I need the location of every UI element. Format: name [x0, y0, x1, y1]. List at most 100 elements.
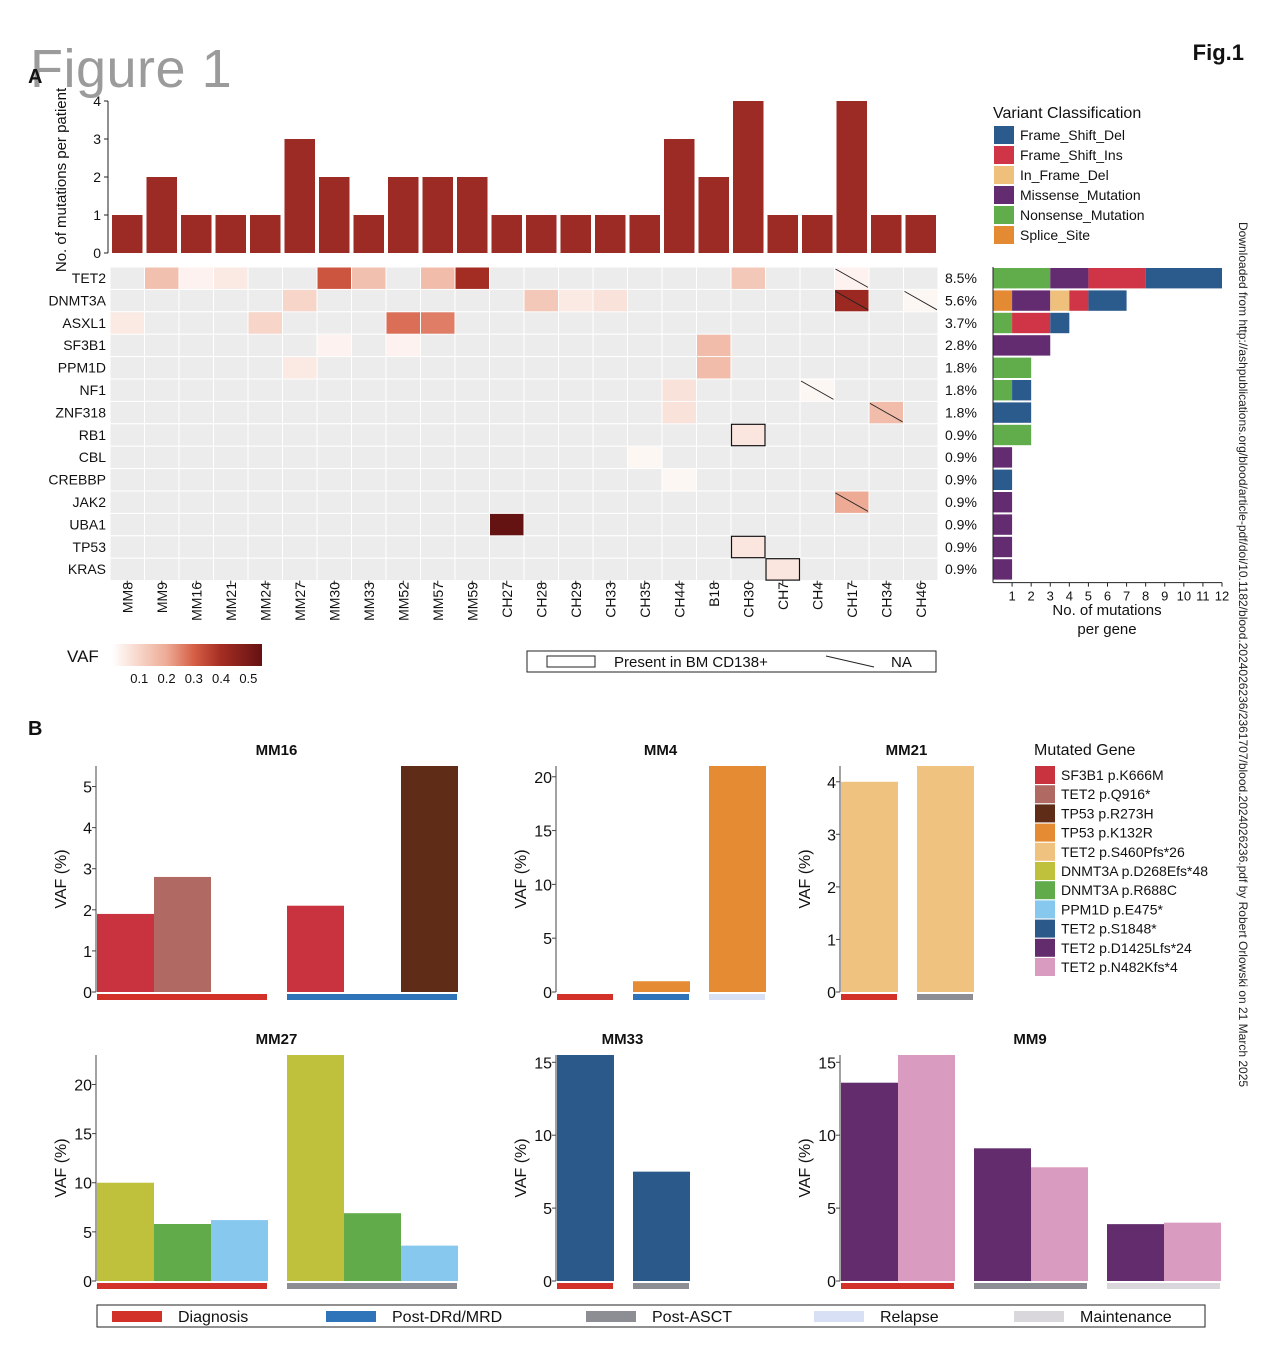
variant-legend-label: Splice_Site	[1020, 227, 1090, 243]
patient-mutation-bar	[595, 215, 626, 253]
heatmap-na-slash	[869, 403, 903, 423]
heatmap-empty-cell	[385, 378, 421, 402]
heatmap-empty-cell	[765, 311, 801, 335]
patient-label: MM33	[361, 582, 377, 621]
patient-mutation-bar	[284, 139, 315, 253]
heatmap-empty-cell	[558, 378, 594, 402]
gene-legend-swatch	[1035, 919, 1055, 938]
heatmap-empty-cell	[489, 266, 525, 290]
vaf-chart-title: MM21	[886, 742, 928, 759]
stage-bar	[974, 1283, 1087, 1289]
heatmap-empty-cell	[730, 311, 766, 335]
gene-bar-x-tick-label: 4	[1066, 589, 1073, 604]
heatmap-vaf-cell	[662, 401, 696, 424]
heatmap-empty-cell	[834, 535, 870, 559]
heatmap-empty-cell	[316, 512, 352, 537]
heatmap-empty-cell	[420, 557, 456, 582]
heatmap-empty-cell	[420, 400, 456, 425]
gene-percentage: 0.9%	[945, 539, 977, 555]
heatmap-empty-cell	[765, 400, 801, 425]
heatmap-empty-cell	[765, 535, 801, 559]
heatmap-empty-cell	[627, 535, 663, 559]
patient-label: CH7	[775, 582, 791, 610]
gene-legend-label: TET2 p.N482Kfs*4	[1061, 959, 1178, 975]
heatmap-empty-cell	[799, 445, 835, 470]
heatmap-vaf-cell	[559, 289, 593, 312]
heatmap-vaf-cell	[317, 267, 351, 289]
key-legend-present-label: Present in BM CD138+	[614, 654, 768, 671]
patient-label: CH34	[878, 582, 894, 618]
heatmap-empty-cell	[903, 468, 939, 492]
heatmap-empty-cell	[489, 288, 525, 313]
vaf-y-tick-label: 20	[534, 770, 552, 787]
heatmap-vaf-cell	[317, 334, 351, 357]
vaf-y-tick-label: 1	[827, 932, 836, 949]
vaf-bar	[841, 1082, 898, 1281]
heatmap-empty-cell	[282, 557, 318, 582]
heatmap-empty-cell	[799, 356, 835, 380]
patient-label: MM27	[292, 582, 308, 621]
vaf-bar	[898, 1055, 955, 1281]
heatmap-empty-cell	[489, 557, 525, 582]
heatmap-empty-cell	[178, 557, 214, 582]
heatmap-empty-cell	[592, 557, 628, 582]
heatmap-empty-cell	[420, 356, 456, 380]
vaf-bar	[1107, 1224, 1164, 1281]
heatmap-empty-cell	[109, 288, 145, 313]
heatmap-empty-cell	[351, 468, 387, 492]
heatmap-empty-cell	[834, 423, 870, 447]
heatmap-empty-cell	[834, 400, 870, 425]
vaf-y-tick-label: 0	[543, 1274, 552, 1291]
stage-bar	[97, 1283, 267, 1289]
heatmap-vaf-cell	[730, 423, 766, 447]
variant-legend-label: Frame_Shift_Ins	[1020, 147, 1123, 163]
vaf-y-tick-label: 0	[827, 985, 836, 1002]
heatmap-empty-cell	[661, 490, 697, 514]
gene-label: RB1	[79, 427, 106, 443]
patient-label: CH46	[913, 582, 929, 618]
heatmap-vaf-cell	[421, 312, 455, 334]
gene-label: UBA1	[69, 516, 106, 532]
heatmap-empty-cell	[868, 266, 904, 290]
heatmap-empty-cell	[144, 445, 180, 470]
heatmap-empty-cell	[523, 468, 559, 492]
heatmap-empty-cell	[351, 423, 387, 447]
heatmap-empty-cell	[109, 266, 145, 290]
heatmap-empty-cell	[523, 311, 559, 335]
heatmap-empty-cell	[420, 468, 456, 492]
heatmap-empty-cell	[247, 356, 283, 380]
gene-bar-x-tick-label: 7	[1123, 589, 1130, 604]
gene-legend-label: TET2 p.Q916*	[1061, 786, 1151, 802]
vaf-y-label: VAF (%)	[53, 849, 70, 908]
heatmap-empty-cell	[558, 423, 594, 447]
heatmap-empty-cell	[420, 445, 456, 470]
gene-percentage: 1.8%	[945, 382, 977, 398]
heatmap-na-slash	[835, 268, 869, 288]
key-legend-frame	[526, 650, 937, 673]
heatmap-empty-cell	[558, 311, 594, 335]
heatmap-empty-cell	[765, 266, 801, 290]
gene-mutation-bar-segment	[993, 536, 1013, 558]
vaf-bar	[344, 1213, 401, 1281]
heatmap-empty-cell	[247, 266, 283, 290]
heatmap-empty-cell	[144, 512, 180, 537]
heatmap-empty-cell	[351, 512, 387, 537]
heatmap-empty-cell	[454, 311, 490, 335]
gene-mutation-bar-segment	[1012, 380, 1032, 401]
heatmap-vaf-cell	[730, 535, 766, 559]
gene-percentage: 3.7%	[945, 315, 977, 331]
patient-label: CH27	[499, 582, 515, 618]
heatmap-empty-cell	[627, 490, 663, 514]
heatmap-empty-cell	[627, 400, 663, 425]
gene-bar-x-tick-label: 6	[1104, 589, 1111, 604]
gene-bar-x-tick-label: 9	[1161, 589, 1168, 604]
heatmap-empty-cell	[178, 400, 214, 425]
heatmap-empty-cell	[213, 535, 249, 559]
heatmap-empty-cell	[765, 445, 801, 470]
heatmap-empty-cell	[109, 445, 145, 470]
gene-legend-title: Mutated Gene	[1034, 742, 1136, 759]
patient-mutation-bar	[629, 215, 660, 253]
vaf-y-tick-label: 5	[83, 780, 92, 797]
vaf-bar	[841, 781, 898, 992]
heatmap-empty-cell	[454, 445, 490, 470]
